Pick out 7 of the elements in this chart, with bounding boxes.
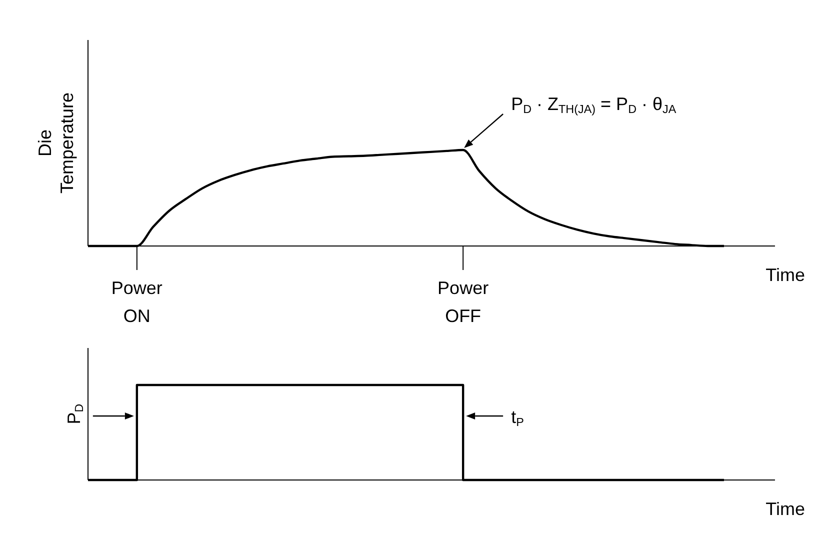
text: P$_{D}$ · Z$_{TH(JA)}$ = P$_{D}$ · θ$_{JA}$ [511,94,676,116]
x-axis-title: Time [766,499,805,519]
annotation: t$_{P}$ [511,407,524,429]
x-tick-label: Power ON [111,278,162,326]
y-axis-title: Die Temperature [35,92,77,194]
x-axis-title: Time [766,265,805,285]
x-tick-label: Power OFF [438,278,489,326]
